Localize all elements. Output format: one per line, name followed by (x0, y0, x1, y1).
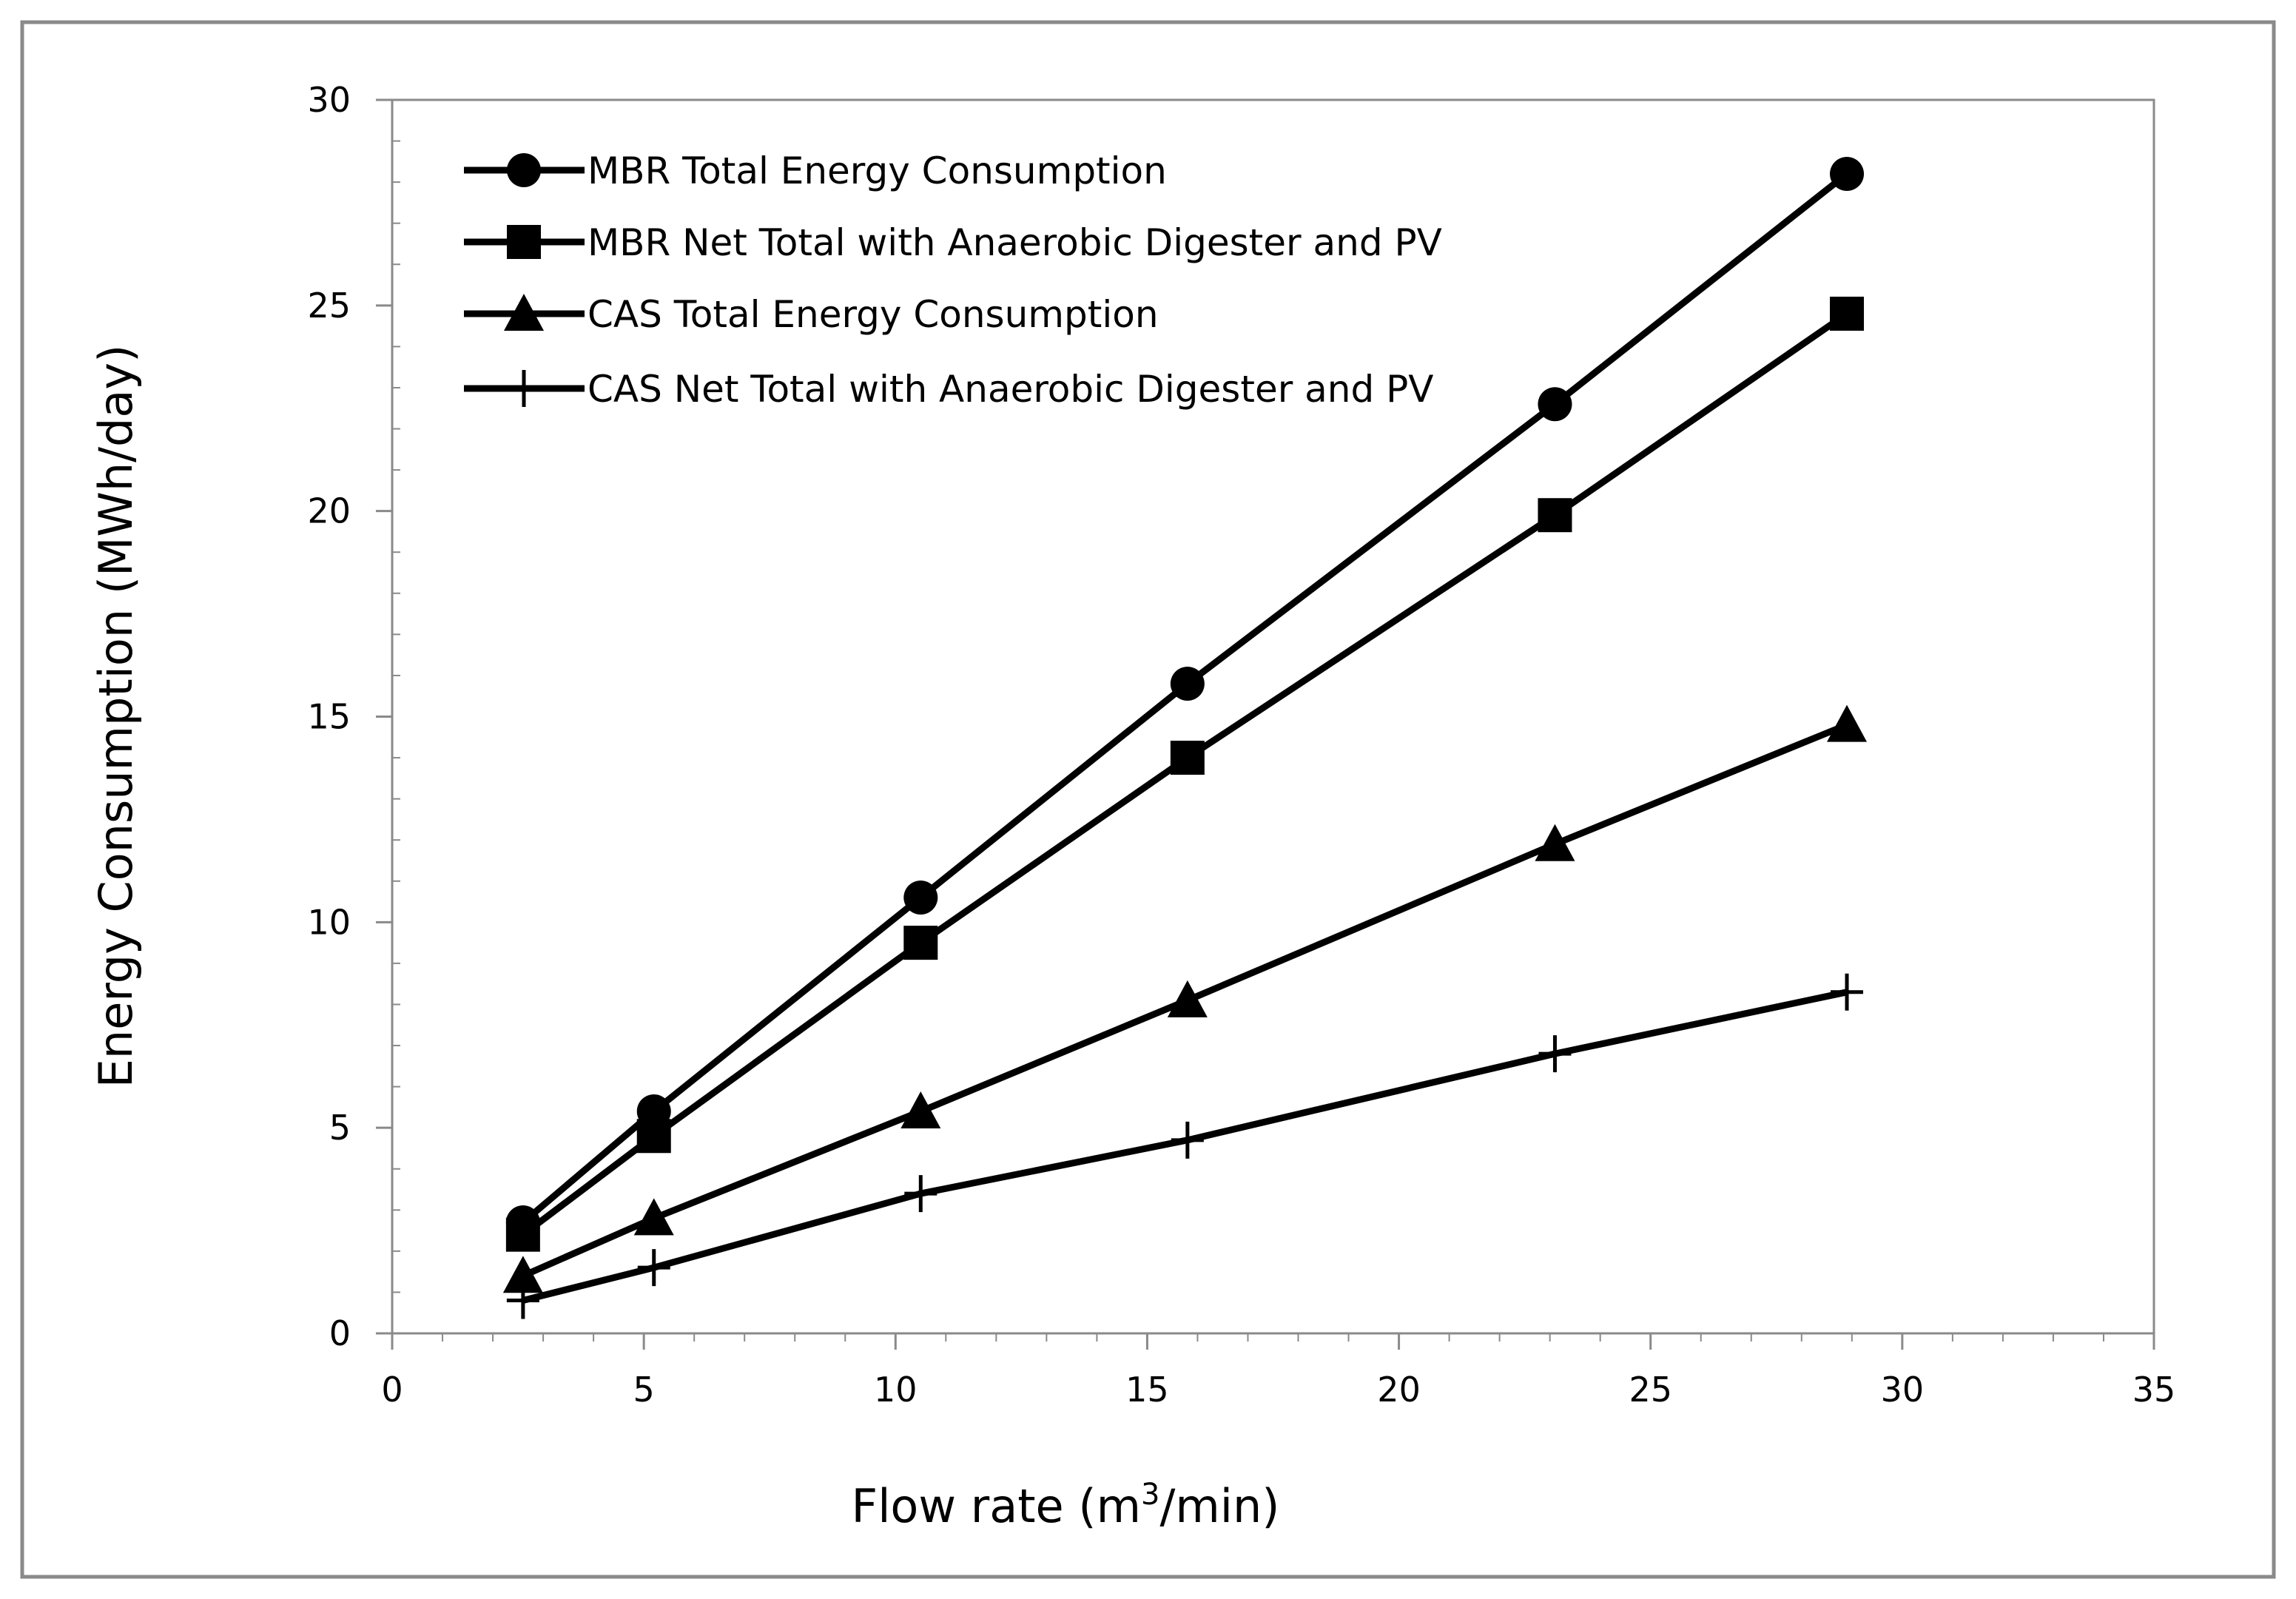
data-point-square (1170, 741, 1205, 775)
legend-marker-square (507, 225, 541, 259)
x-tick-label: 20 (1377, 1370, 1421, 1410)
axes: 0 5 10 15 20 25 30 35 0 5 10 15 20 25 30 (307, 80, 2175, 1410)
series-triangle (502, 704, 1868, 1293)
data-point-square (636, 1119, 671, 1154)
x-tick-label: 0 (381, 1370, 403, 1410)
x-tick-label: 35 (2132, 1370, 2176, 1410)
legend-item: MBR Total Energy Consumption (464, 149, 1167, 192)
data-point-triangle (1535, 824, 1575, 861)
legend-label: CAS Total Energy Consumption (588, 293, 1159, 336)
x-tick-label: 30 (1881, 1370, 1925, 1410)
legend-marker-circle (507, 153, 541, 187)
data-point-triangle (1167, 980, 1208, 1017)
data-point-circle (903, 880, 938, 915)
legend: MBR Total Energy Consumption MBR Net Tota… (464, 149, 1442, 411)
x-tick-label: 15 (1125, 1370, 1169, 1410)
data-point-circle (1830, 157, 1865, 192)
data-point-plus (1171, 1121, 1204, 1159)
data-point-square (1538, 498, 1572, 533)
series-line (520, 171, 1849, 1225)
data-point-square (1830, 296, 1865, 331)
series-line (521, 311, 1849, 1238)
x-tick-label: 25 (1629, 1370, 1672, 1410)
legend-marker-triangle (504, 294, 544, 331)
y-axis-title: Energy Consumption (MWh/day) (89, 345, 143, 1088)
legend-marker-plus (508, 370, 540, 407)
data-point-plus (1831, 973, 1864, 1011)
data-point-circle (1170, 667, 1205, 701)
y-tick-label: 10 (307, 902, 351, 942)
data-point-plus (904, 1175, 937, 1213)
y-tick-label: 20 (307, 491, 351, 531)
y-tick-label: 15 (307, 697, 351, 737)
y-tick-label: 25 (307, 286, 351, 326)
series-line (522, 721, 1848, 1279)
series-layer (502, 157, 1868, 1319)
series-line (522, 989, 1848, 1304)
x-tick-label: 5 (633, 1370, 655, 1410)
series-square (505, 296, 1865, 1252)
data-point-plus (637, 1249, 670, 1287)
series-plus (506, 973, 1864, 1319)
legend-label: CAS Net Total with Anaerobic Digester an… (588, 368, 1433, 411)
data-point-triangle (502, 1256, 543, 1293)
legend-label: MBR Total Energy Consumption (588, 149, 1167, 192)
data-point-triangle (633, 1198, 674, 1236)
legend-item: CAS Net Total with Anaerobic Digester an… (464, 368, 1433, 411)
x-axis-title: Flow rate (m3/min) (852, 1478, 1280, 1533)
data-point-square (903, 926, 938, 960)
data-point-plus (1538, 1035, 1572, 1073)
x-tick-label: 10 (874, 1370, 918, 1410)
legend-item: MBR Net Total with Anaerobic Digester an… (464, 221, 1442, 264)
data-point-triangle (1827, 704, 1868, 742)
legend-label: MBR Net Total with Anaerobic Digester an… (588, 221, 1442, 264)
data-point-plus (506, 1282, 539, 1319)
data-point-triangle (900, 1091, 941, 1128)
y-tick-label: 0 (329, 1313, 351, 1353)
legend-item: CAS Total Energy Consumption (464, 293, 1159, 336)
data-point-square (505, 1217, 540, 1252)
y-tick-label: 5 (329, 1108, 351, 1148)
data-point-circle (1538, 387, 1572, 422)
y-tick-label: 30 (307, 80, 351, 120)
